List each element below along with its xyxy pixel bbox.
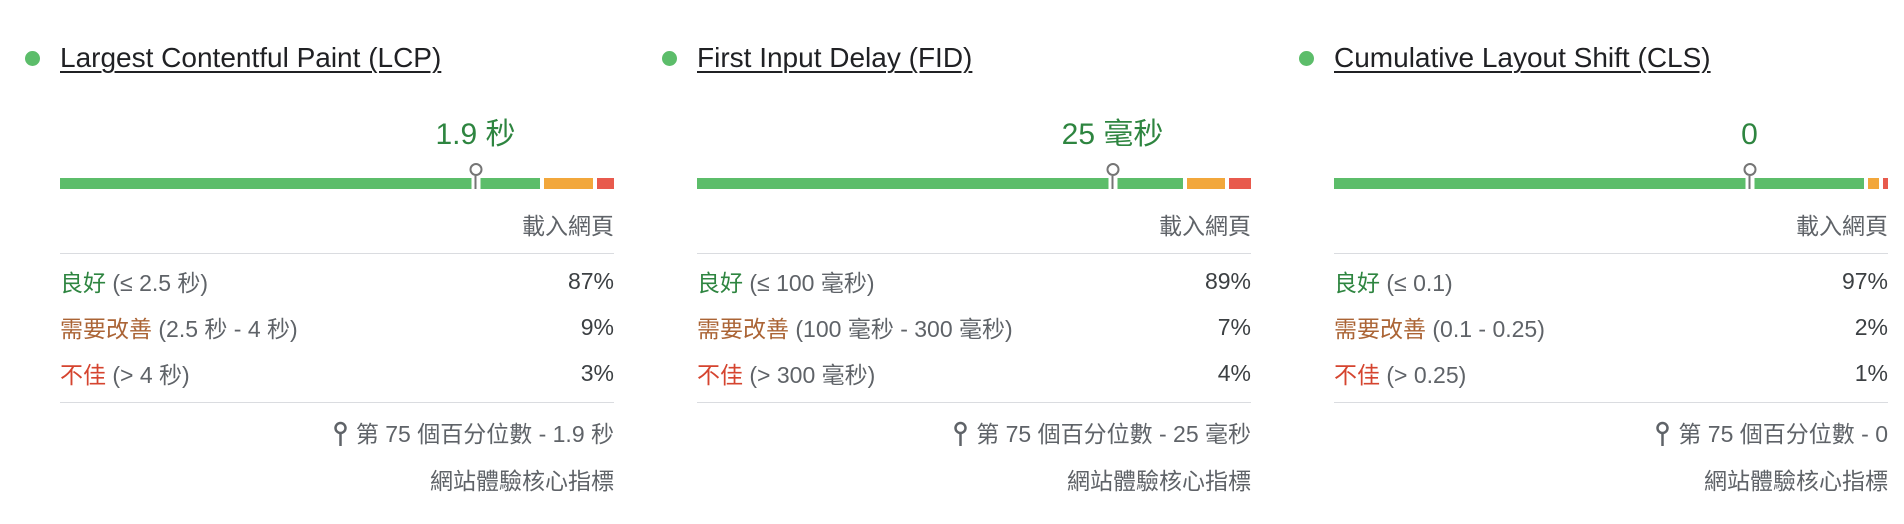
metric-card-cls: Cumulative Layout Shift (CLS) 0 載入網頁 良好 … [1299, 40, 1888, 524]
percentile-marker-icon [1743, 163, 1756, 189]
divider [1334, 402, 1888, 403]
bar-segment-needs-improvement [1186, 178, 1226, 189]
metric-title: Largest Contentful Paint (LCP) [60, 42, 442, 73]
metric-card-lcp: Largest Contentful Paint (LCP) 1.9 秒 載入網… [25, 40, 614, 524]
bar-segment-poor [1229, 178, 1251, 189]
category-label: 網站體驗核心指標 [430, 468, 614, 494]
metric-title-link-lcp[interactable]: Largest Contentful Paint (LCP) [25, 40, 614, 76]
table-row-needs-improvement: 需要改善 (0.1 - 0.25) 2% [1334, 304, 1888, 350]
percentile-note-text: 第 75 個百分位數 - 25 毫秒 [976, 421, 1251, 447]
percentile-value-row: 1.9 秒 [60, 118, 614, 152]
table-row-poor: 不佳 (> 0.25) 1% [1334, 350, 1888, 396]
percentile-value-row: 25 毫秒 [697, 118, 1251, 152]
bar-segment-needs-improvement [543, 178, 594, 189]
percentile-value-row: 0 [1334, 118, 1888, 152]
percentile-note-text: 第 75 個百分位數 - 1.9 秒 [355, 421, 614, 447]
percentile-value: 0 [1741, 118, 1758, 151]
pin-icon [954, 421, 967, 446]
metric-title-link-fid[interactable]: First Input Delay (FID) [662, 40, 1251, 76]
divider [60, 253, 614, 254]
category-label: 網站體驗核心指標 [1704, 468, 1888, 494]
row-percent: 2% [1854, 313, 1888, 340]
row-threshold: (> 4 秒) [112, 362, 190, 388]
row-term: 良好 [60, 270, 106, 296]
distribution-rows: 良好 (≤ 2.5 秒) 87% 需要改善 (2.5 秒 - 4 秒) 9% 不… [60, 254, 614, 396]
metric-title: First Input Delay (FID) [697, 42, 973, 73]
good-status-dot-icon [1299, 50, 1314, 66]
row-term: 需要改善 [697, 316, 789, 342]
percentile-marker-icon [1106, 163, 1119, 189]
row-threshold: (> 0.25) [1386, 362, 1467, 388]
percentile-note: 第 75 個百分位數 - 1.9 秒 [60, 419, 614, 449]
percentile-note: 第 75 個百分位數 - 0 [1334, 419, 1888, 449]
column-header: 載入網頁 [1796, 213, 1888, 239]
row-term: 不佳 [60, 362, 106, 388]
bar-segment-good [697, 178, 1183, 189]
category-label: 網站體驗核心指標 [1067, 468, 1251, 494]
table-row-poor: 不佳 (> 300 毫秒) 4% [697, 350, 1251, 396]
row-percent: 97% [1841, 267, 1888, 294]
pin-icon [1656, 421, 1670, 446]
metric-title-link-cls[interactable]: Cumulative Layout Shift (CLS) [1299, 40, 1888, 76]
metric-content: 25 毫秒 載入網頁 良好 (≤ 100 毫秒) 89% 需要改善 (100 毫… [697, 118, 1251, 495]
table-row-needs-improvement: 需要改善 (2.5 秒 - 4 秒) 9% [60, 304, 614, 350]
row-term: 需要改善 [1334, 316, 1426, 342]
row-term: 需要改善 [60, 316, 152, 342]
percentile-note-text: 第 75 個百分位數 - 0 [1678, 421, 1888, 447]
bar-segment-poor [1882, 178, 1888, 189]
row-percent: 1% [1854, 359, 1888, 386]
row-threshold: (≤ 100 毫秒) [749, 270, 875, 296]
row-threshold: (> 300 毫秒) [749, 362, 876, 388]
distribution-bar [1334, 163, 1888, 189]
divider [60, 402, 614, 403]
pin-icon [334, 421, 347, 446]
row-percent: 3% [580, 359, 614, 386]
percentile-marker-icon [469, 163, 482, 189]
table-row-needs-improvement: 需要改善 (100 毫秒 - 300 毫秒) 7% [697, 304, 1251, 350]
row-threshold: (2.5 秒 - 4 秒) [158, 316, 298, 342]
row-threshold: (≤ 2.5 秒) [112, 270, 209, 296]
row-percent: 4% [1217, 359, 1251, 386]
row-term: 不佳 [697, 362, 743, 388]
column-header: 載入網頁 [522, 213, 614, 239]
divider [697, 253, 1251, 254]
good-status-dot-icon [662, 50, 677, 66]
distribution-rows: 良好 (≤ 100 毫秒) 89% 需要改善 (100 毫秒 - 300 毫秒)… [697, 254, 1251, 396]
row-threshold: (≤ 0.1) [1386, 270, 1453, 296]
bar-segment-needs-improvement [1867, 178, 1879, 189]
percentile-note: 第 75 個百分位數 - 25 毫秒 [697, 419, 1251, 449]
distribution-bar [60, 163, 614, 189]
table-row-good: 良好 (≤ 0.1) 97% [1334, 258, 1888, 304]
metric-content: 1.9 秒 載入網頁 良好 (≤ 2.5 秒) 87% 需要改善 (2.5 秒 … [60, 118, 614, 495]
metric-title: Cumulative Layout Shift (CLS) [1334, 42, 1711, 73]
row-threshold: (0.1 - 0.25) [1432, 316, 1545, 342]
distribution-bar [697, 163, 1251, 189]
table-row-good: 良好 (≤ 100 毫秒) 89% [697, 258, 1251, 304]
bar-segment-good [60, 178, 540, 189]
metric-card-fid: First Input Delay (FID) 25 毫秒 載入網頁 良好 (≤… [662, 40, 1251, 524]
divider [1334, 253, 1888, 254]
row-threshold: (100 毫秒 - 300 毫秒) [795, 316, 1013, 342]
row-term: 不佳 [1334, 362, 1380, 388]
column-header: 載入網頁 [1159, 213, 1251, 239]
row-percent: 89% [1204, 267, 1251, 294]
bar-segment-poor [597, 178, 614, 189]
row-term: 良好 [697, 270, 743, 296]
table-row-poor: 不佳 (> 4 秒) 3% [60, 350, 614, 396]
row-percent: 87% [567, 267, 614, 294]
distribution-rows: 良好 (≤ 0.1) 97% 需要改善 (0.1 - 0.25) 2% 不佳 (… [1334, 254, 1888, 396]
table-row-good: 良好 (≤ 2.5 秒) 87% [60, 258, 614, 304]
bar-segment-good [1334, 178, 1864, 189]
good-status-dot-icon [25, 50, 40, 66]
row-percent: 9% [580, 313, 614, 340]
percentile-value: 1.9 秒 [435, 118, 516, 151]
metric-content: 0 載入網頁 良好 (≤ 0.1) 97% 需要改善 (0.1 - 0.25) [1334, 118, 1888, 495]
divider [697, 402, 1251, 403]
percentile-value: 25 毫秒 [1061, 118, 1164, 151]
row-percent: 7% [1217, 313, 1251, 340]
row-term: 良好 [1334, 270, 1380, 296]
